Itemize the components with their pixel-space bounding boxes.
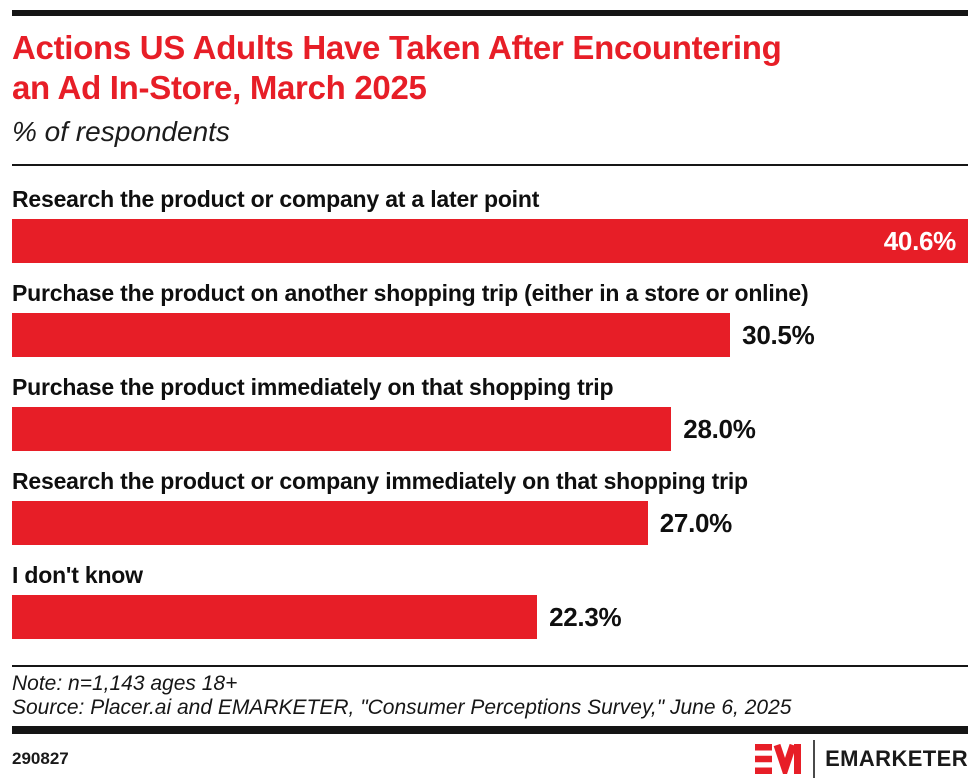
chart-subtitle: % of respondents: [12, 116, 230, 147]
bar-row: Purchase the product immediately on that…: [12, 374, 968, 451]
note-text: Note: n=1,143 ages 18+: [12, 672, 238, 695]
bar-line: 30.5%: [12, 313, 968, 357]
bar-value-label: 22.3%: [549, 601, 622, 632]
notes-block: Note: n=1,143 ages 18+ Source: Placer.ai…: [12, 672, 968, 720]
bar-line: 27.0%: [12, 501, 968, 545]
bar-value-label: 28.0%: [683, 413, 756, 444]
bar: 40.6%: [12, 219, 968, 263]
chart-id: 290827: [12, 749, 69, 768]
bar-category-label: Research the product or company at a lat…: [12, 186, 540, 212]
bar-category-label: Purchase the product immediately on that…: [12, 374, 614, 400]
bar: [12, 595, 538, 639]
bar-row: I don't know 22.3%: [12, 562, 968, 639]
page-title: Actions US Adults Have Taken After Encou…: [12, 28, 968, 108]
bar: [12, 407, 672, 451]
bar-value-label: 27.0%: [659, 507, 733, 538]
bar-row: Research the product or company immediat…: [12, 468, 968, 545]
title-line-1: Actions US Adults Have Taken After Encou…: [12, 29, 782, 66]
footer: 290827 EMARKETER: [12, 740, 968, 778]
bar-category-label: Research the product or company immediat…: [12, 468, 748, 494]
bar-line: 22.3%: [12, 595, 968, 639]
bar-line: 28.0%: [12, 407, 968, 451]
divider-top: [12, 164, 968, 166]
title-line-2: an Ad In-Store, March 2025: [12, 69, 427, 106]
divider-bottom: [12, 665, 968, 667]
top-accent-bar: [12, 10, 968, 16]
bar-line: 40.6%: [12, 219, 968, 263]
emarketer-logo: EMARKETER: [755, 740, 968, 778]
bar-value-label: 40.6%: [883, 225, 957, 256]
bar: [12, 501, 648, 545]
bar-category-label: I don't know: [12, 562, 143, 588]
bottom-accent-bar: [12, 726, 968, 734]
bar: [12, 313, 731, 357]
bar-row: Research the product or company at a lat…: [12, 186, 968, 263]
source-text: Source: Placer.ai and EMARKETER, "Consum…: [12, 696, 792, 719]
bar-row: Purchase the product on another shopping…: [12, 280, 968, 357]
em-logo-icon: [755, 744, 802, 774]
bar-category-label: Purchase the product on another shopping…: [12, 280, 809, 306]
logo-divider: [813, 740, 816, 778]
bar-chart: Research the product or company at a lat…: [12, 186, 968, 639]
brand-name: EMARKETER: [825, 746, 968, 771]
bar-value-label: 30.5%: [742, 319, 815, 350]
chart-page: Actions US Adults Have Taken After Encou…: [0, 10, 980, 778]
